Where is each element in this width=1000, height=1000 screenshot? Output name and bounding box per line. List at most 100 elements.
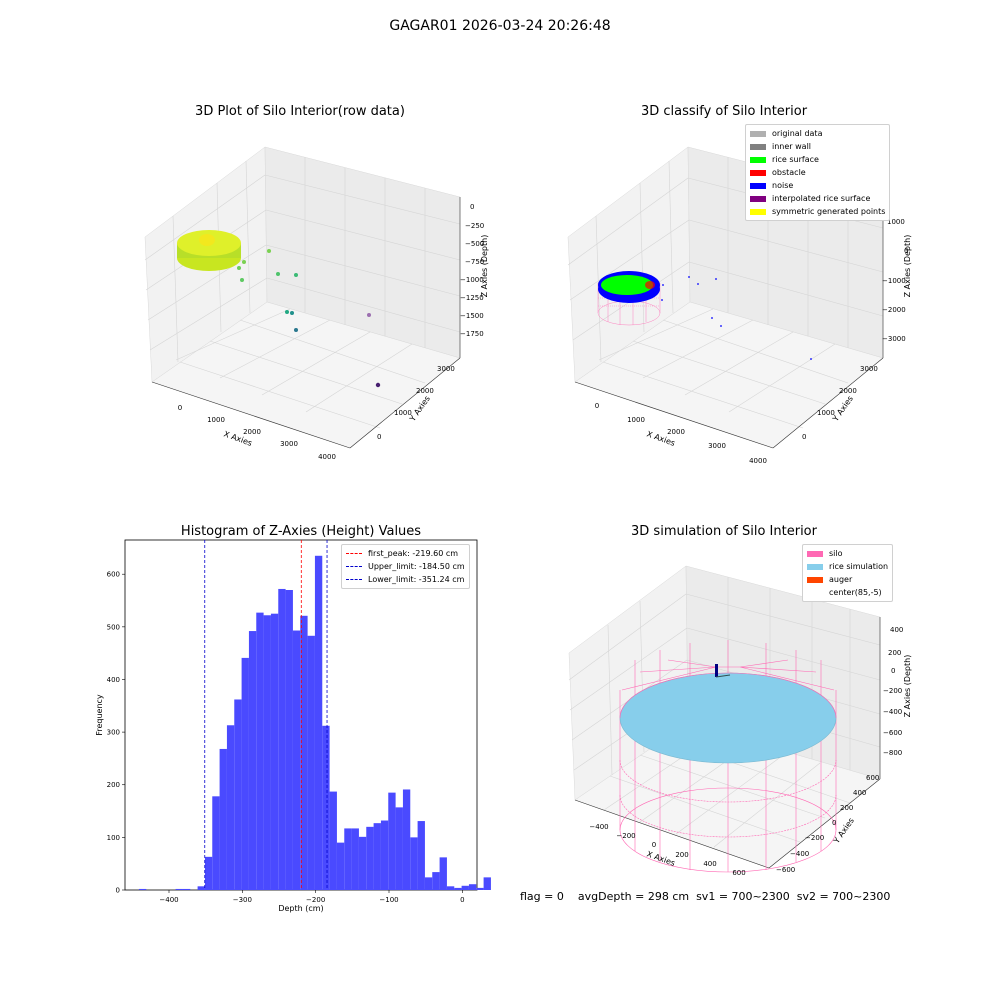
sv2-text: sv2 = 700~2300 <box>796 890 891 903</box>
legend-item: Lower_limit: -351.24 cm <box>346 573 465 586</box>
hist-ytick-label: 300 <box>107 729 120 737</box>
plot1-ytick: 2000 <box>416 387 434 395</box>
legend-item: rice simulation <box>807 560 888 573</box>
plot4-points <box>619 640 837 873</box>
plot1-point <box>267 249 271 253</box>
plot1-xtick: 1000 <box>207 416 225 424</box>
plot4-silo-rim <box>619 672 837 719</box>
legend-swatch <box>346 553 362 554</box>
legend-item: first_peak: -219.60 cm <box>346 547 465 560</box>
plot1-point <box>240 278 244 282</box>
hist-xlabel: Depth (cm) <box>278 904 323 913</box>
plot1-ztick: −1250 <box>460 294 484 302</box>
hist-bar <box>432 872 440 890</box>
hist-bar <box>278 588 286 890</box>
plot2-ztick: 1000 <box>887 218 905 226</box>
plot1-ytick: 0 <box>377 433 381 441</box>
legend-label: obstacle <box>772 168 806 177</box>
plot2-zticks: 1000 0 −1000 −2000 −3000 <box>882 218 908 343</box>
plot2-noise-point <box>711 317 713 319</box>
hist-bar <box>182 888 191 890</box>
legend-label: silo <box>829 549 843 558</box>
hist-bar <box>351 828 359 890</box>
plot2-noise-point <box>697 283 699 285</box>
legend-label: inner wall <box>772 142 812 151</box>
legend-item: center(85,-5) <box>807 586 888 599</box>
plot4-ztick: −200 <box>883 687 902 695</box>
plot1-point <box>290 311 294 315</box>
hist-bar <box>248 631 257 890</box>
histogram: −400 −300 −200 −100 0 0 100 200 300 400 500 600 <box>107 539 491 904</box>
hist-bar <box>241 657 249 890</box>
plot4-xtick: −200 <box>616 832 635 840</box>
plot2-legend: original data inner wall rice surface ob… <box>745 124 891 221</box>
hist-bar <box>270 613 279 890</box>
hist-ytick-label: 0 <box>116 887 120 895</box>
hist-bar <box>461 885 469 890</box>
legend-label: Upper_limit: -184.50 cm <box>368 562 465 571</box>
plot2-yticks: 0 1000 2000 3000 <box>802 365 878 441</box>
hist-ytick-label: 400 <box>107 676 120 684</box>
hist-bar <box>358 836 367 890</box>
plot1-zticks: 0 −250 −500 −750 −1000 −1250 −1500 −1750 <box>460 203 484 338</box>
plot2-noise-point <box>662 284 664 286</box>
plot1-ztick: −750 <box>465 258 484 266</box>
hist-bar <box>439 857 447 890</box>
plot1-ztick: −250 <box>465 222 484 230</box>
plot2-ztick: 0 <box>904 247 908 255</box>
legend-label: noise <box>772 181 794 190</box>
hist-bar <box>307 635 315 890</box>
plot4-ytick: 600 <box>866 774 879 782</box>
plot4-legend: silo rice simulation auger center(85,-5) <box>802 544 894 602</box>
status-footer: flag = 0 avgDepth = 298 cm sv1 = 700~230… <box>520 890 890 903</box>
plot2-xtick: 2000 <box>667 428 685 436</box>
plot4-ztick: 0 <box>891 667 895 675</box>
plot1-ztick: −1750 <box>460 330 484 338</box>
hist-bar <box>219 748 227 890</box>
legend-label: center(85,-5) <box>829 588 882 597</box>
plot2-noise-point <box>715 278 717 280</box>
legend-item: inner wall <box>750 140 885 153</box>
plot1-xtick: 0 <box>178 404 182 412</box>
plot3-title: Histogram of Z-Axies (Height) Values <box>180 524 422 539</box>
plot4-xtick: 200 <box>675 851 688 859</box>
plot4-title: 3D simulation of Silo Interior <box>631 524 817 539</box>
plot2-ztick: −3000 <box>882 335 906 343</box>
legend-label: original data <box>772 129 823 138</box>
hist-bar <box>197 886 205 890</box>
plot4-ztick: −400 <box>883 708 902 716</box>
legend-label: symmetric generated points <box>772 207 886 216</box>
hist-bars <box>138 555 491 890</box>
plot1-axes3d <box>144 146 461 449</box>
legend-label: auger <box>829 575 853 584</box>
hist-bar <box>446 886 455 890</box>
plot4-ytick: −400 <box>790 850 809 858</box>
legend-label: interpolated rice surface <box>772 194 871 203</box>
plot4-yticks: −600 −400 −200 0 200 400 600 <box>776 774 879 874</box>
hist-bar <box>336 842 345 890</box>
legend-label: first_peak: -219.60 cm <box>368 549 459 558</box>
plot1-ztick: −1500 <box>460 312 484 320</box>
hist-bar <box>417 821 425 890</box>
hist-ylabel: Frequency <box>95 694 104 736</box>
hist-xtick-label: −400 <box>159 896 178 904</box>
hist-bar <box>292 630 301 890</box>
plot1-point <box>242 260 246 264</box>
legend-item: silo <box>807 547 888 560</box>
plot4-center-marker <box>715 674 731 678</box>
plot1-xtick: 4000 <box>318 453 336 461</box>
hist-bar <box>468 884 477 890</box>
legend-swatch <box>750 208 766 215</box>
legend-item: symmetric generated points <box>750 205 885 218</box>
plot4-ytick: 0 <box>832 819 836 827</box>
hist-bar <box>285 590 293 890</box>
plot2-title: 3D classify of Silo Interior <box>640 104 808 119</box>
plot1-ytick: 1000 <box>394 409 412 417</box>
plot2-ytick: 2000 <box>839 387 857 395</box>
plot2-ytick: 1000 <box>817 409 835 417</box>
legend-label: Lower_limit: -351.24 cm <box>368 575 465 584</box>
plot1-point <box>294 328 298 332</box>
hist-bar <box>175 888 183 890</box>
plot4-zticks: 400 200 0 −200 −400 −600 −800 <box>883 626 903 757</box>
plot2-xtick: 0 <box>595 402 599 410</box>
